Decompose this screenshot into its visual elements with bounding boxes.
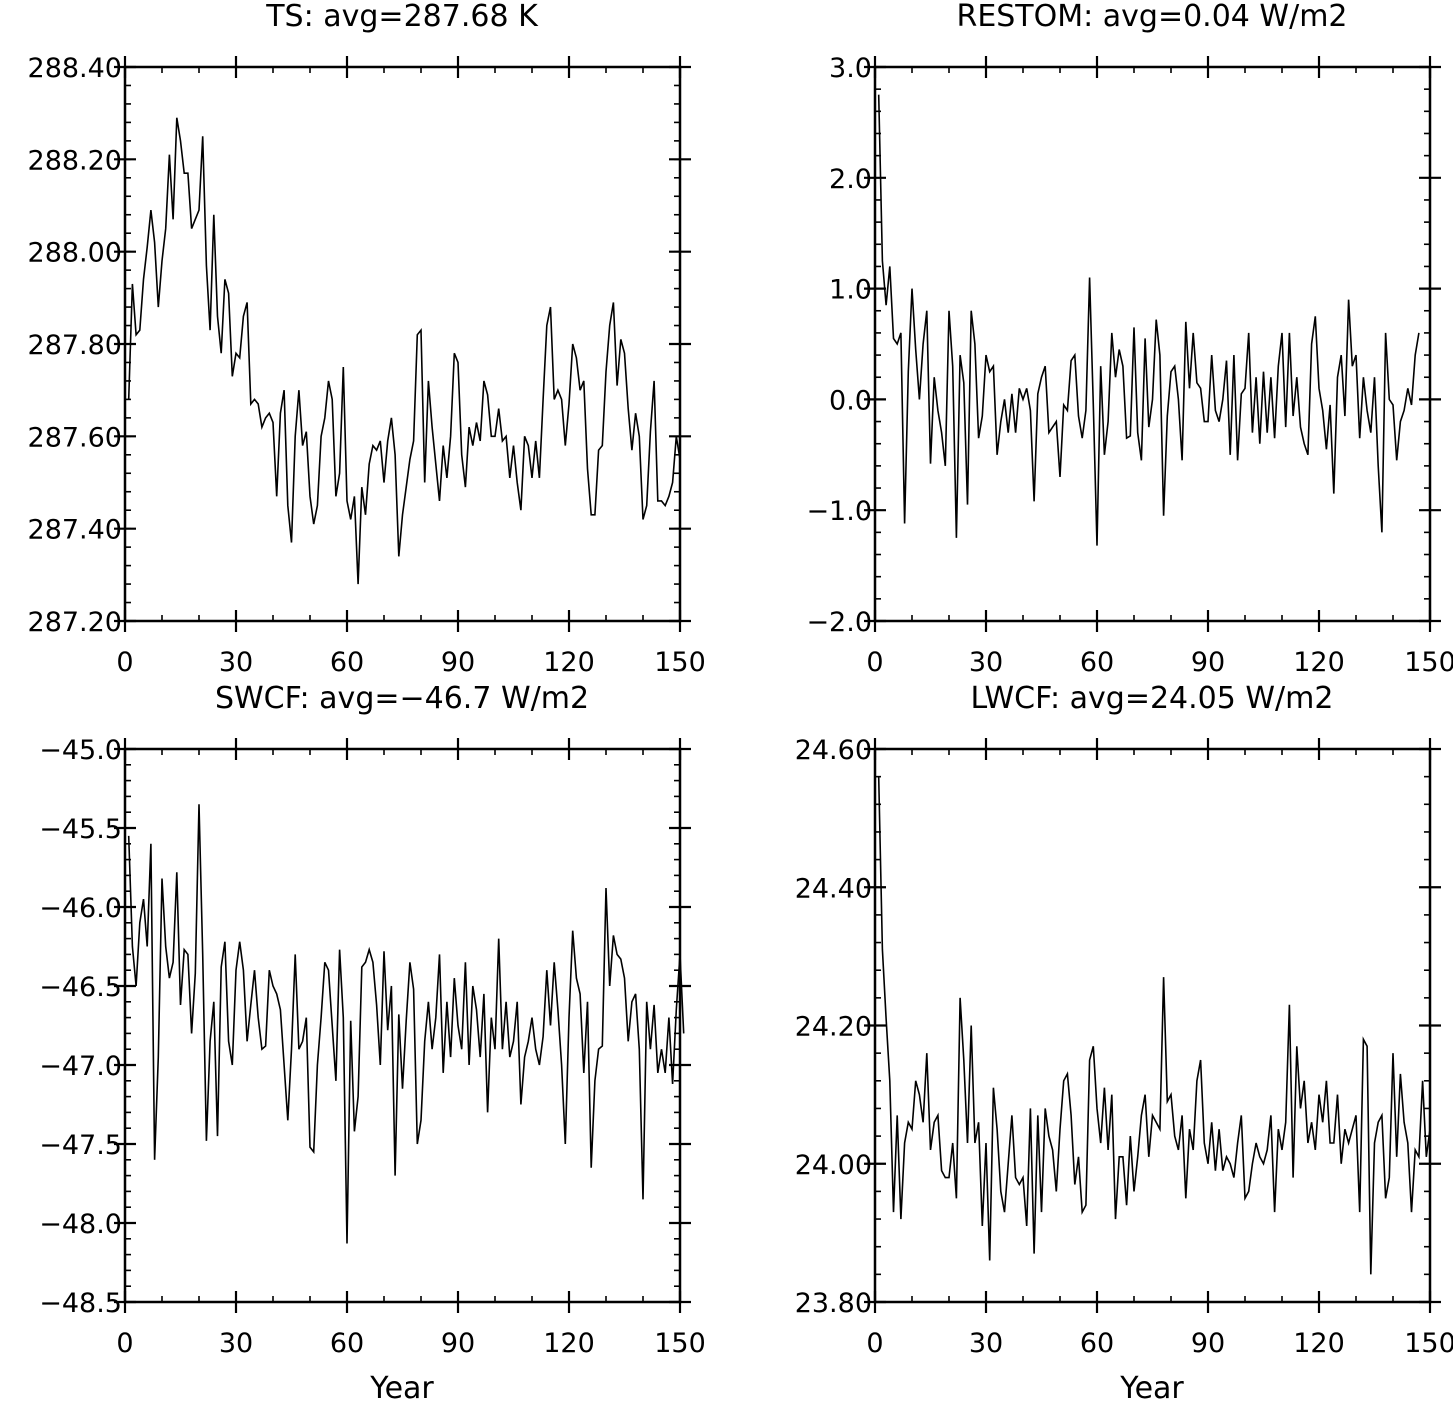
x-tick-label: 0	[116, 1328, 133, 1359]
x-tick-label: 60	[330, 647, 364, 678]
tick-labels: −2.0 −1.0 0.0 1.0 2.0 3.0 0 30 60 90 120 150	[806, 53, 1453, 678]
tick-labels: −48.5 −48.0 −47.5 −47.0 −46.5 −46.0 −45.5 −45.0…	[39, 735, 706, 1359]
x-tick-label: 30	[219, 1328, 253, 1359]
x-tick-label: 60	[330, 1328, 364, 1359]
y-tick-label: 287.20	[28, 607, 122, 638]
y-tick-label: 288.20	[28, 145, 122, 176]
y-tick-label: −46.5	[39, 972, 122, 1003]
y-tick-label: 0.0	[829, 385, 872, 416]
panel-restom: RESTOM: avg=0.04 W/m2 −2.0 −1.0 0.0 1.0 2.0 3…	[806, 0, 1453, 678]
panel-swcf: SWCF: avg=−46.7 W/m2 −48.5 −48.0 −47.5 −47.…	[39, 681, 706, 1402]
x-tick-label: 120	[543, 647, 595, 678]
y-tick-label: −47.0	[39, 1051, 122, 1082]
y-tick-label: 3.0	[829, 53, 872, 84]
x-tick-label: 60	[1080, 647, 1114, 678]
plot-frame	[123, 65, 682, 623]
panel-title: TS: avg=287.68 K	[265, 0, 539, 34]
panel-title: RESTOM: avg=0.04 W/m2	[956, 0, 1347, 34]
y-tick-label: 287.80	[28, 330, 122, 361]
panel-title: SWCF: avg=−46.7 W/m2	[215, 681, 589, 716]
x-tick-label: 150	[1404, 647, 1453, 678]
series-line	[877, 94, 1420, 546]
tick-marks	[114, 738, 691, 1313]
y-tick-label: −45.5	[39, 814, 122, 845]
tick-marks	[864, 738, 1441, 1313]
x-tick-label: 120	[1293, 647, 1345, 678]
x-tick-label: 120	[543, 1328, 595, 1359]
y-tick-label: 24.60	[795, 735, 872, 766]
y-tick-label: −2.0	[806, 607, 872, 638]
y-tick-label: 1.0	[829, 275, 872, 306]
y-tick-label: 288.40	[28, 53, 122, 84]
tick-marks	[114, 56, 691, 632]
x-tick-label: 150	[654, 1328, 706, 1359]
series-line	[127, 804, 685, 1244]
y-tick-label: −46.0	[39, 893, 122, 924]
y-tick-label: −47.5	[39, 1130, 122, 1161]
y-tick-label: 288.00	[28, 238, 122, 269]
x-tick-label: 90	[441, 647, 475, 678]
y-tick-label: 2.0	[829, 164, 872, 195]
y-tick-label: −1.0	[806, 496, 872, 527]
plot-frame	[873, 65, 1432, 623]
x-tick-label: 30	[219, 647, 253, 678]
x-tick-label: 0	[866, 647, 883, 678]
x-tick-label: 90	[1191, 1328, 1225, 1359]
x-tick-label: 120	[1293, 1328, 1345, 1359]
x-tick-label: 0	[866, 1328, 883, 1359]
x-tick-label: 150	[1404, 1328, 1453, 1359]
y-tick-label: −48.0	[39, 1209, 122, 1240]
x-tick-label: 90	[1191, 647, 1225, 678]
y-tick-label: −45.0	[39, 735, 122, 766]
plot-frame	[873, 747, 1432, 1304]
plot-frame	[123, 747, 682, 1304]
x-axis-label: Year	[1119, 1371, 1184, 1402]
tick-labels: 23.80 24.00 24.20 24.40 24.60 0 30 60 90 120 150	[795, 735, 1453, 1359]
panel-ts: TS: avg=287.68 K 287.20 287.40 287.60 287.8…	[28, 0, 706, 678]
x-tick-label: 30	[969, 1328, 1003, 1359]
tick-labels: 287.20 287.40 287.60 287.80 288.00 288.20 288.…	[28, 53, 706, 678]
x-axis-label: Year	[369, 1371, 434, 1402]
series-line	[127, 117, 681, 585]
y-tick-label: 287.40	[28, 515, 122, 546]
x-tick-label: 60	[1080, 1328, 1114, 1359]
y-tick-label: 24.00	[795, 1150, 872, 1181]
y-tick-label: 287.60	[28, 422, 122, 453]
y-tick-label: 24.40	[795, 873, 872, 904]
series-line	[877, 776, 1431, 1275]
y-tick-label: 24.20	[795, 1012, 872, 1043]
x-tick-label: 150	[654, 647, 706, 678]
y-tick-label: 23.80	[795, 1288, 872, 1319]
x-tick-label: 90	[441, 1328, 475, 1359]
x-tick-label: 30	[969, 647, 1003, 678]
panel-title: LWCF: avg=24.05 W/m2	[971, 681, 1334, 716]
panel-lwcf: LWCF: avg=24.05 W/m2 23.80 24.00 24.20 24.4…	[795, 681, 1453, 1402]
x-tick-label: 0	[116, 647, 133, 678]
y-tick-label: −48.5	[39, 1288, 122, 1319]
